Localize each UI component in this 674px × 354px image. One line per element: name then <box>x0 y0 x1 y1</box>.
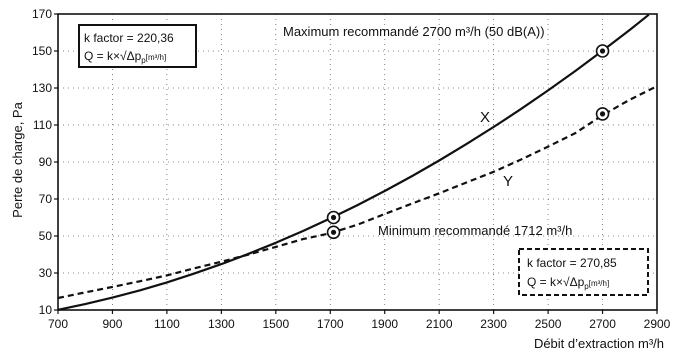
x-tick-label: 1300 <box>208 317 235 331</box>
axes: 700 900 1100 1300 1500 1700 1900 2100 2300 2500 27… <box>32 7 671 331</box>
max-annotation: Maximum recommandé 2700 m³/h (50 dB(A)) <box>283 24 545 39</box>
x-tick-label: 2900 <box>644 317 671 331</box>
series-line-y <box>57 85 658 300</box>
formula-top: Q = k×√Δpp[m³/h] <box>84 49 166 65</box>
min-annotation: Minimum recommandé 1712 m³/h <box>378 223 572 238</box>
x-tick-label: 1100 <box>154 317 180 331</box>
y-tick-label: 110 <box>33 118 52 132</box>
markers-layer <box>326 44 610 240</box>
x-tick-label: 700 <box>48 317 68 331</box>
y-tick-label: 150 <box>32 44 52 58</box>
series-line-x <box>57 13 650 311</box>
x-tick-label: 1700 <box>317 317 344 331</box>
x-tick-label: 2500 <box>535 317 562 331</box>
y-axis-title: Perte de charge, Pa <box>10 101 25 217</box>
kfactor-box-top: k factor = 220,36 Q = k×√Δpp[m³/h] <box>78 24 197 68</box>
marker-dot-y <box>599 111 606 117</box>
x-tick-label: 1500 <box>262 317 289 331</box>
x-tick-label: 2700 <box>589 317 616 331</box>
y-tick-label: 90 <box>39 155 53 169</box>
series-label-y: Y <box>503 173 513 190</box>
y-tick-label: 30 <box>39 266 53 280</box>
formula-bottom: Q = k×√Δpp[m³/h] <box>527 275 609 291</box>
kfactor-box-bottom: k factor = 270,85 Q = k×√Δpp[m³/h] <box>518 248 649 296</box>
x-axis-title: Débit d’extraction m³/h <box>534 336 664 351</box>
kfactor-top-label: k factor = 220,36 <box>84 31 174 45</box>
kfactor-bottom-label: k factor = 270,85 <box>527 256 617 270</box>
x-tick-label: 2300 <box>480 317 507 331</box>
x-tick-label: 1900 <box>371 317 398 331</box>
x-tick-label: 900 <box>102 317 122 331</box>
marker-dot-x <box>599 48 606 54</box>
y-tick-label: 10 <box>39 303 53 317</box>
series-layer <box>57 13 658 311</box>
y-tick-label: 70 <box>39 192 53 206</box>
y-tick-label: 130 <box>32 81 52 95</box>
x-tick-label: 2100 <box>426 317 453 331</box>
y-tick-label: 50 <box>39 229 53 243</box>
series-label-x: X <box>480 109 490 126</box>
marker-dot-x <box>330 214 337 221</box>
y-tick-label: 170 <box>32 7 52 21</box>
marker-dot-y <box>330 229 337 235</box>
